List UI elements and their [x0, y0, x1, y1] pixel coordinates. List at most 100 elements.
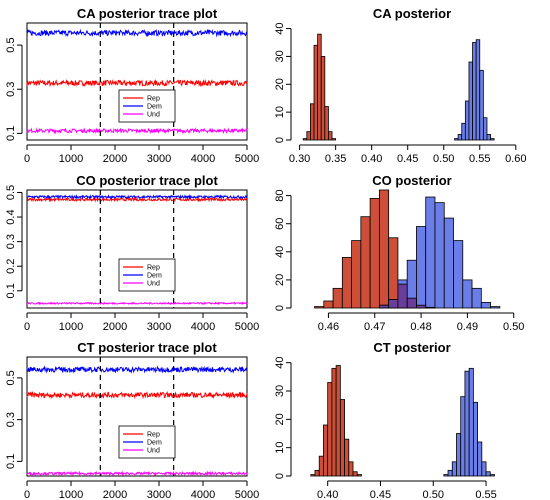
ca-hist-bar-dem-4 — [468, 61, 473, 141]
ca-hist-bar-dem-3 — [464, 100, 470, 141]
ca-hist-x-tick-label-6: 0.60 — [505, 153, 526, 165]
ct-hist-bar-dem-6 — [468, 367, 474, 477]
ct-hist-bar-rep-4 — [327, 382, 333, 477]
ct-hist-title: CT posterior — [373, 340, 450, 355]
ct-hist-x-tick-label-0: 0.40 — [317, 489, 338, 500]
co-hist-bar-rep-2 — [332, 287, 343, 309]
ca-hist-y-tick-label-4: 40 — [274, 22, 286, 34]
co-hist-bar-overlap-12 — [425, 306, 436, 309]
co-hist-bar-overlap-8 — [388, 299, 399, 309]
ca-hist-x-axis: 0.30 0.35 0.40 0.45 0.50 0.55 0.60 — [289, 144, 527, 165]
ca-hist-bar-dem-2 — [461, 122, 466, 141]
co-hist-bar-dem-10 — [471, 287, 482, 309]
co-hist-x-tick-label-1: 0.47 — [364, 321, 385, 333]
ca-hist-bar-dem-0 — [454, 138, 459, 141]
co-trace-y-tick-label-0: 0.1 — [5, 283, 17, 298]
co-hist-x-tick-label-2: 0.48 — [410, 321, 431, 333]
ca-trace-x-tick-label-3: 3000 — [147, 153, 171, 165]
co-hist-bar-dem-8 — [453, 240, 464, 309]
ca-hist-x-tick-label-5: 0.55 — [469, 153, 490, 165]
ct-hist-y-tick-label-3: 30 — [274, 385, 286, 397]
co-trace-series-dem — [26, 193, 248, 201]
ca-hist-bar-dem-8 — [482, 117, 488, 141]
co-hist-bar-overlap-10 — [406, 297, 417, 309]
co-trace-x-axis: 0 1000 2000 3000 4000 5000 — [24, 312, 259, 333]
co-hist-x-axis: 0.46 0.47 0.48 0.49 0.50 — [318, 312, 524, 333]
ca-hist-x-tick-label-1: 0.35 — [325, 153, 346, 165]
co-hist-bar-dem-5 — [425, 196, 436, 309]
co-trace-y-tick-label-3: 0.4 — [5, 209, 17, 224]
co-hist-bar-dem-6 — [434, 202, 445, 309]
ct-hist-bar-dem-1 — [447, 469, 453, 477]
ct-trace-y-axis: 0.1 0.3 0.5 — [5, 370, 23, 469]
ct-hist-bar-rep-2 — [318, 455, 324, 477]
co-hist-bar-rep-0 — [314, 306, 325, 309]
ca-trace-legend-label-dem: Dem — [147, 104, 162, 111]
ct-hist-bar-dem-2 — [451, 461, 457, 477]
ct-hist-bar-rep-10 — [352, 471, 358, 477]
ct-hist-bar-dem-7 — [472, 401, 478, 477]
ct-trace-y-tick-label-1: 0.3 — [5, 412, 17, 427]
ct-trace-x-axis: 0 1000 2000 3000 4000 5000 — [24, 480, 259, 500]
ct-hist-x-axis: 0.40 0.45 0.50 0.55 — [317, 480, 497, 500]
co-trace-x-tick-label-0: 0 — [24, 321, 30, 333]
co-hist-bar-rep-4 — [351, 240, 362, 309]
ca-trace-series-und — [26, 127, 248, 135]
co-hist-x-tick-label-0: 0.46 — [318, 321, 339, 333]
ca-trace-x-tick-label-2: 2000 — [103, 153, 127, 165]
ca-hist-bar-dem-7 — [479, 69, 484, 141]
ct-trace-frame — [26, 356, 248, 477]
ca-trace-legend-label-und: Und — [147, 112, 160, 119]
co-trace-series-und — [26, 301, 248, 306]
co-trace-legend-label-dem: Dem — [147, 273, 162, 280]
ct-trace-series-dem — [26, 365, 248, 374]
ct-trace-x-tick-label-3: 3000 — [147, 489, 171, 500]
co-hist-bar-overlap-11 — [416, 304, 427, 309]
co-hist-bar-rep-5 — [360, 216, 371, 309]
ca-trace-y-tick-label-2: 0.5 — [5, 37, 17, 52]
ca-hist-y-tick-label-0: 0 — [274, 137, 286, 143]
co-trace-y-tick-label-4: 0.5 — [5, 185, 17, 200]
co-hist-y-axis: 0 20 40 60 80 — [274, 189, 292, 311]
ca-hist-bar-dem-1 — [457, 134, 463, 141]
ca-hist-x-tick-label-4: 0.50 — [433, 153, 454, 165]
ca-trace-x-tick-label-4: 4000 — [191, 153, 215, 165]
ct-hist-bar-rep-3 — [323, 424, 329, 477]
ca-trace-y-axis: 0.1 0.3 0.5 — [5, 37, 23, 141]
ca-hist-x-tick-label-2: 0.40 — [361, 153, 382, 165]
co-trace-x-tick-label-5: 5000 — [235, 321, 259, 333]
co-trace-x-tick-label-1: 1000 — [59, 321, 83, 333]
ca-hist-x-tick-label-0: 0.30 — [289, 153, 310, 165]
co-trace-frame — [26, 189, 248, 309]
co-hist-y-tick-label-4: 80 — [274, 189, 286, 201]
ct-trace-x-tick-label-2: 2000 — [103, 489, 127, 500]
ct-trace-x-tick-label-5: 5000 — [235, 489, 259, 500]
co-hist-bar-overlap-7 — [378, 304, 390, 309]
ca-hist-x-tick-label-3: 0.45 — [397, 153, 418, 165]
ct-hist-y-tick-label-0: 0 — [274, 473, 286, 479]
ca-hist-bar-rep-5 — [320, 56, 326, 141]
ct-hist-bar-rep-6 — [335, 365, 341, 477]
ct-hist-bar-dem-10 — [485, 471, 491, 477]
ct-hist-x-tick-label-2: 0.50 — [423, 489, 444, 500]
ct-hist-x-tick-label-1: 0.45 — [370, 489, 391, 500]
co-hist-bar-rep-3 — [341, 257, 352, 309]
ct-hist-x-tick-label-3: 0.55 — [475, 489, 496, 500]
co-trace-x-tick-label-2: 2000 — [103, 321, 127, 333]
ca-hist-y-axis: 0 10 20 30 40 — [274, 22, 292, 143]
co-trace-x-tick-label-4: 4000 — [191, 321, 215, 333]
ca-hist-bar-rep-8 — [331, 138, 337, 141]
co-hist-bar-rep-7 — [378, 189, 390, 309]
ca-hist-title: CA posterior — [373, 6, 451, 21]
ca-trace-y-tick-label-1: 0.3 — [5, 82, 17, 97]
ct-hist-bar-rep-5 — [331, 367, 337, 477]
co-trace-legend-label-und: Und — [147, 281, 160, 288]
ct-hist-bar-rep-8 — [344, 438, 350, 477]
co-trace-y-axis: 0.1 0.2 0.3 0.4 0.5 — [5, 185, 23, 298]
